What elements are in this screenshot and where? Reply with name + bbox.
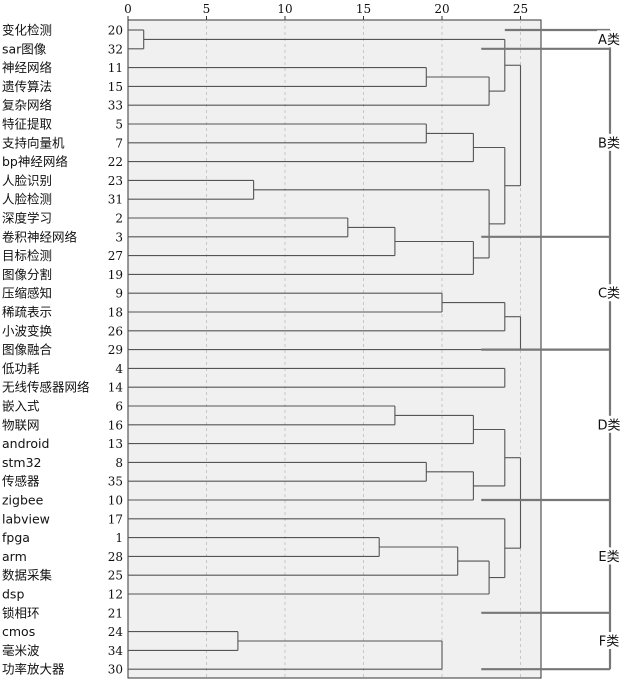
leaf-label: android [2, 436, 49, 451]
leaf-id: 10 [108, 494, 123, 508]
leaf-id: 32 [108, 42, 123, 56]
axis-tick-label: 15 [356, 2, 371, 16]
leaf-label: 遗传算法 [2, 79, 52, 94]
leaf-label: 功率放大器 [2, 662, 65, 677]
leaf-id: 15 [108, 80, 123, 94]
leaf-label: 小波变换 [2, 323, 53, 338]
leaf-label: 人脸检测 [2, 192, 52, 207]
group-label-bg [597, 632, 621, 649]
leaf-label: 卷积神经网络 [2, 229, 78, 244]
leaf-id: 9 [115, 287, 123, 301]
leaf-label: zigbee [2, 493, 44, 508]
leaf-id: 12 [108, 588, 123, 602]
leaf-label: 神经网络 [2, 60, 53, 75]
leaf-id: 25 [108, 569, 123, 583]
leaf-id: 13 [108, 437, 123, 451]
leaf-id: 29 [108, 343, 123, 357]
leaf-id: 18 [108, 306, 123, 320]
leaf-label: 复杂网络 [2, 98, 53, 113]
leaf-id: 1 [115, 531, 123, 545]
leaf-label: 低功耗 [2, 361, 40, 376]
group-label-bg [597, 547, 621, 565]
axis-tick-label: 0 [124, 2, 132, 16]
leaf-id: 8 [115, 456, 123, 470]
leaf-label: 锁相环 [2, 605, 40, 620]
group-label-bg [597, 284, 621, 302]
axis-tick-label: 25 [513, 2, 528, 16]
leaf-id: 35 [108, 475, 123, 489]
leaf-id: 26 [108, 324, 123, 338]
group-label-bg [597, 30, 621, 48]
leaf-label: arm [2, 549, 27, 564]
group-label: B类 [598, 136, 620, 151]
axis-tick-label: 10 [277, 2, 292, 16]
group-label: E类 [598, 550, 619, 565]
leaf-id: 30 [108, 663, 123, 677]
axis-tick-label: 20 [434, 2, 449, 16]
leaf-label: 物联网 [2, 417, 40, 432]
leaf-label: 稀疏表示 [2, 305, 52, 320]
leaf-id: 33 [108, 99, 123, 113]
leaf-id: 11 [108, 61, 123, 75]
leaf-label: 目标检测 [2, 248, 52, 263]
plot-area [127, 19, 542, 679]
leaf-id: 34 [108, 644, 124, 658]
leaf-id: 20 [108, 24, 123, 38]
leaf-label: 无线传感器网络 [2, 380, 90, 395]
group-label: C类 [598, 287, 620, 302]
leaf-id: 28 [108, 550, 123, 564]
leaf-label: labview [2, 511, 50, 526]
leaf-label: 传感器 [2, 474, 40, 489]
leaf-id: 21 [108, 606, 123, 620]
leaf-label: 图像融合 [2, 342, 53, 357]
leaf-label: 毫米波 [2, 643, 40, 658]
leaf-id: 3 [115, 230, 123, 244]
leaf-id: 4 [115, 362, 123, 376]
group-label-bg [597, 133, 621, 151]
leaf-label: 支持向量机 [2, 135, 65, 150]
leaf-id: 31 [108, 193, 123, 207]
leaf-id: 19 [108, 268, 123, 282]
leaf-label: dsp [2, 587, 24, 602]
leaf-id: 17 [108, 512, 123, 526]
leaf-label: sar图像 [2, 41, 47, 56]
leaf-id: 23 [108, 174, 123, 188]
leaf-label: 深度学习 [2, 211, 52, 226]
leaf-label: 数据采集 [2, 568, 53, 583]
leaf-label: cmos [2, 624, 35, 639]
group-label: D类 [597, 418, 620, 433]
axis-tick-label: 5 [203, 2, 211, 16]
leaf-label: stm32 [2, 455, 42, 470]
leaf-label: 特征提取 [2, 117, 53, 132]
leaf-label: 压缩感知 [2, 286, 52, 301]
leaf-label: bp神经网络 [2, 154, 68, 169]
leaf-label: 变化检测 [2, 23, 52, 38]
group-label: F类 [599, 635, 619, 650]
leaf-id: 16 [108, 418, 123, 432]
leaf-id: 24 [108, 625, 124, 639]
leaf-label: fpga [2, 530, 30, 545]
group-label-bg [597, 415, 621, 433]
leaf-label: 图像分割 [2, 267, 52, 282]
leaf-id: 5 [115, 118, 123, 132]
leaf-id: 6 [115, 400, 123, 414]
leaf-label: 人脸识别 [2, 173, 52, 188]
leaf-id: 2 [115, 212, 123, 226]
leaf-id: 27 [108, 249, 123, 263]
group-label: A类 [598, 33, 620, 48]
leaf-id: 7 [115, 136, 123, 150]
leaf-id: 14 [108, 381, 124, 395]
leaf-label: 嵌入式 [2, 399, 40, 414]
leaf-id: 22 [108, 155, 123, 169]
